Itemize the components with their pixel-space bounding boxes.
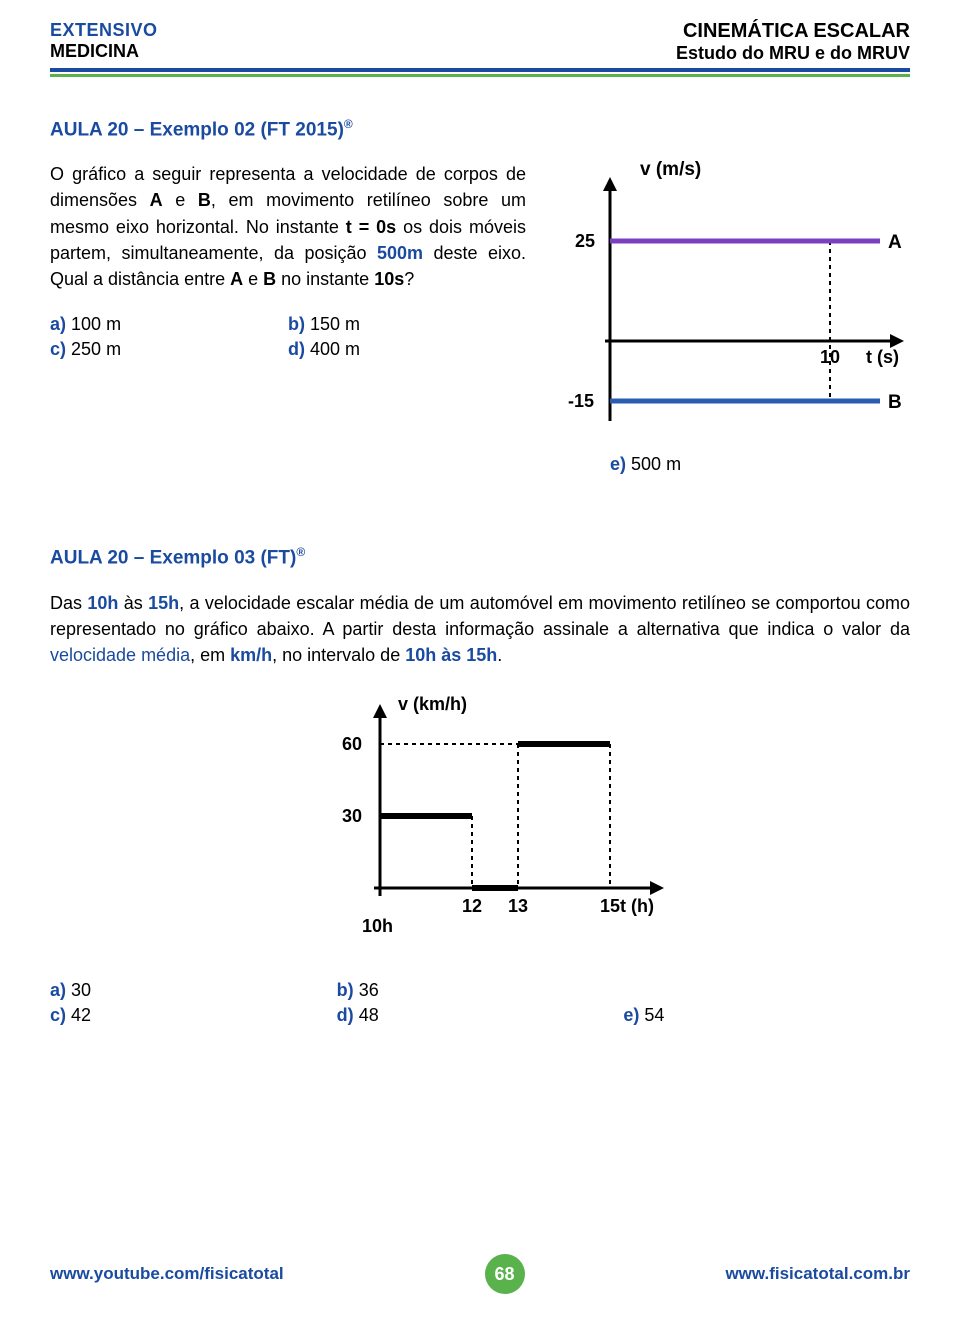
ex03-title-text: AULA 20 – Exemplo 03 (FT) <box>50 548 296 569</box>
subject-subtitle: Estudo do MRU e do MRUV <box>676 43 910 64</box>
page-footer: www.youtube.com/fisicatotal 68 www.fisic… <box>50 1254 910 1294</box>
svg-text:25: 25 <box>575 231 595 251</box>
ex03-paragraph: Das 10h às 15h, a velocidade escalar méd… <box>50 590 910 668</box>
svg-text:B: B <box>888 392 902 413</box>
ex02-options: a) 100 m b) 150 m c) 250 m d) 400 m <box>50 312 526 362</box>
svg-text:15: 15 <box>600 896 620 916</box>
ex03-options: a) 30 b) 36 c) 42 d) 48 e) 54 <box>50 978 910 1028</box>
ex02-paragraph: O gráfico a seguir representa a velocida… <box>50 161 526 291</box>
ex03-title: AULA 20 – Exemplo 03 (FT)® <box>50 545 910 569</box>
ex02-title: AULA 20 – Exemplo 02 (FT 2015)® <box>50 117 910 141</box>
ex02-opt-b: b) 150 m <box>288 312 526 337</box>
example-02: AULA 20 – Exemplo 02 (FT 2015)® O gráfic… <box>50 117 910 475</box>
svg-text:30: 30 <box>342 806 362 826</box>
ex02-opt-a: a) 100 m <box>50 312 288 337</box>
svg-text:v (m/s): v (m/s) <box>640 161 701 180</box>
ex03-opt-d-val: 48 <box>359 1005 379 1025</box>
ex02-opt-c: c) 250 m <box>50 337 288 362</box>
ex02-chart: v (m/s) 25 -15 10 t (s) A B e) 500 m <box>550 161 910 475</box>
ex03-opt-a: a) 30 <box>50 978 337 1003</box>
header-rule-blue <box>50 68 910 72</box>
subject-title: CINEMÁTICA ESCALAR <box>676 20 910 43</box>
ex02-title-text: AULA 20 – Exemplo 02 (FT 2015) <box>50 119 344 140</box>
ex03-sup: ® <box>296 545 305 559</box>
ex02-opt-a-val: 100 m <box>71 314 121 334</box>
svg-text:-15: -15 <box>568 391 594 411</box>
example-03: AULA 20 – Exemplo 03 (FT)® Das 10h às 15… <box>50 545 910 1028</box>
ex03-chart-svg: 60 30 12 13 15 v (km/h) t (h) 10h <box>270 688 690 948</box>
svg-text:13: 13 <box>508 896 528 916</box>
footer-left: www.youtube.com/fisicatotal <box>50 1264 284 1284</box>
ex02-opt-c-val: 250 m <box>71 339 121 359</box>
footer-right: www.fisicatotal.com.br <box>725 1264 910 1284</box>
ex02-sup: ® <box>344 117 353 131</box>
ex02-opt-e-val: 500 m <box>631 454 681 474</box>
svg-text:12: 12 <box>462 896 482 916</box>
page-header: EXTENSIVO MEDICINA CINEMÁTICA ESCALAR Es… <box>50 20 910 64</box>
course-name: EXTENSIVO <box>50 20 158 41</box>
svg-text:t (s): t (s) <box>866 347 899 367</box>
ex03-opt-c: c) 42 <box>50 1003 337 1028</box>
header-left: EXTENSIVO MEDICINA <box>50 20 158 62</box>
ex02-opt-b-val: 150 m <box>310 314 360 334</box>
course-track: MEDICINA <box>50 41 158 62</box>
header-right: CINEMÁTICA ESCALAR Estudo do MRU e do MR… <box>676 20 910 64</box>
ex03-opt-c-val: 42 <box>71 1005 91 1025</box>
ex03-opt-e <box>623 978 910 1003</box>
ex03-opt-d: d) 48 <box>337 1003 624 1028</box>
ex02-text-col: O gráfico a seguir representa a velocida… <box>50 161 526 361</box>
ex02-chart-svg: v (m/s) 25 -15 10 t (s) A B <box>550 161 910 441</box>
ex03-opt-b: b) 36 <box>337 978 624 1003</box>
ex03-opt-e-val: 54 <box>644 1005 664 1025</box>
svg-text:10: 10 <box>820 347 840 367</box>
svg-text:60: 60 <box>342 734 362 754</box>
svg-text:t (h): t (h) <box>620 896 654 916</box>
header-rule-green <box>50 74 910 77</box>
page-number-badge: 68 <box>485 1254 525 1294</box>
ex03-opt-e2: e) 54 <box>623 1003 910 1028</box>
svg-text:A: A <box>888 232 902 253</box>
svg-text:10h: 10h <box>362 916 393 936</box>
ex02-opt-e: e) 500 m <box>550 454 910 475</box>
ex03-opt-b-val: 36 <box>359 980 379 1000</box>
ex03-opt-a-val: 30 <box>71 980 91 1000</box>
ex02-opt-d-val: 400 m <box>310 339 360 359</box>
ex02-opt-d: d) 400 m <box>288 337 526 362</box>
svg-text:v (km/h): v (km/h) <box>398 694 467 714</box>
